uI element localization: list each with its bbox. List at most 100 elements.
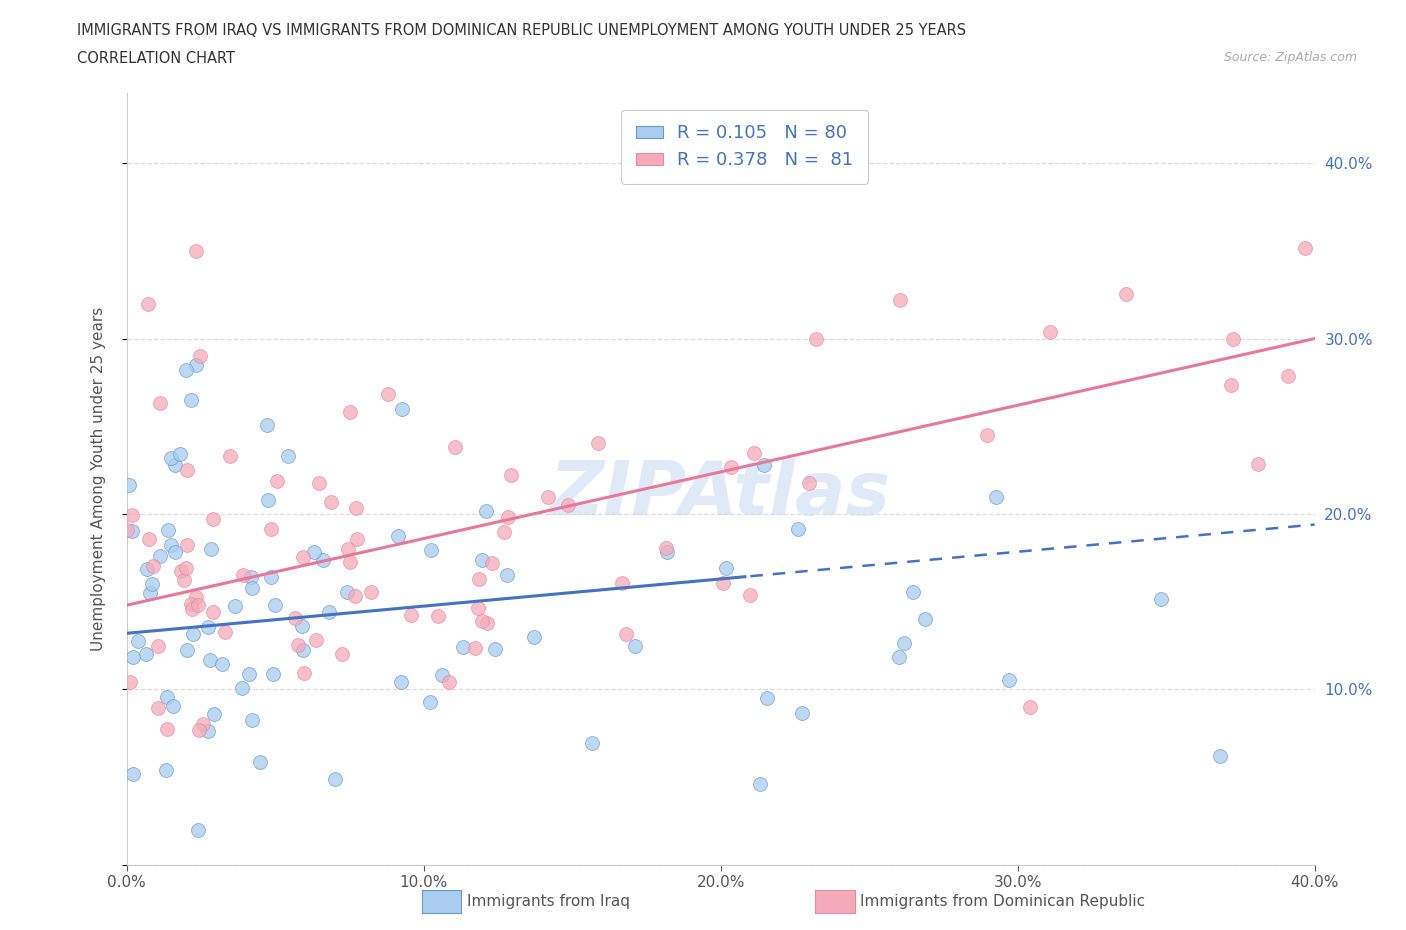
Point [142, 558, 165, 573]
Point [749, 777, 772, 791]
Point [292, 643, 315, 658]
Point [714, 561, 737, 576]
Point [887, 649, 910, 664]
Point [165, 544, 187, 559]
Point [256, 493, 278, 508]
Point [162, 698, 184, 713]
Point [214, 624, 236, 639]
Point [240, 570, 263, 585]
Point [426, 608, 449, 623]
Point [471, 552, 494, 567]
Point [318, 604, 340, 619]
Point [914, 612, 936, 627]
Point [292, 666, 315, 681]
Point [453, 640, 475, 655]
Point [176, 538, 198, 552]
Point [156, 689, 179, 704]
Point [201, 512, 224, 526]
Point [740, 587, 762, 602]
Point [157, 523, 180, 538]
Point [419, 695, 441, 710]
Point [284, 611, 307, 626]
Point [160, 450, 183, 465]
Point [156, 722, 179, 737]
Point [1220, 378, 1243, 392]
Point [264, 597, 287, 612]
Legend: R = 0.105   N = 80, R = 0.378   N =  81: R = 0.105 N = 80, R = 0.378 N = 81 [621, 110, 868, 183]
Point [198, 653, 221, 668]
Point [262, 666, 284, 681]
Point [1277, 368, 1299, 383]
Point [188, 349, 211, 364]
Point [176, 643, 198, 658]
Point [756, 690, 779, 705]
Point [184, 590, 207, 604]
Point [160, 538, 183, 552]
Point [305, 632, 328, 647]
Point [330, 646, 353, 661]
Point [711, 576, 734, 591]
Point [117, 522, 139, 537]
Y-axis label: Unemployment Among Youth under 25 years: Unemployment Among Youth under 25 years [91, 307, 105, 651]
Point [464, 640, 486, 655]
Point [614, 626, 637, 641]
Point [475, 616, 498, 631]
Point [790, 706, 813, 721]
Text: Source: ZipAtlas.com: Source: ZipAtlas.com [1223, 51, 1357, 64]
Point [148, 701, 170, 716]
Point [180, 392, 202, 407]
Point [1018, 699, 1040, 714]
Text: CORRELATION CHART: CORRELATION CHART [77, 51, 235, 66]
Point [399, 607, 422, 622]
Point [720, 459, 742, 474]
Point [136, 562, 159, 577]
Point [191, 717, 214, 732]
Point [180, 602, 202, 617]
Point [121, 524, 143, 538]
Point [211, 657, 233, 671]
Point [277, 448, 299, 463]
Point [163, 458, 186, 472]
Point [186, 597, 208, 612]
Point [494, 525, 516, 539]
Point [344, 588, 367, 603]
Point [523, 630, 546, 644]
Point [419, 542, 441, 557]
Point [287, 637, 309, 652]
Point [302, 544, 325, 559]
Point [155, 763, 177, 777]
Point [387, 528, 409, 543]
Point [121, 508, 143, 523]
Point [377, 387, 399, 402]
Point [232, 567, 254, 582]
Point [499, 468, 522, 483]
Point [197, 620, 219, 635]
Point [623, 639, 645, 654]
Point [1150, 591, 1173, 606]
Point [219, 448, 242, 463]
Point [202, 604, 225, 619]
Point [787, 522, 810, 537]
Point [339, 555, 361, 570]
Point [889, 293, 911, 308]
Point [176, 462, 198, 477]
Point [184, 244, 207, 259]
Point [581, 736, 603, 751]
Point [471, 613, 494, 628]
Point [291, 549, 314, 564]
Point [197, 724, 219, 738]
Point [1115, 286, 1137, 301]
Point [127, 633, 149, 648]
Point [893, 636, 915, 651]
Point [391, 402, 413, 417]
Point [135, 646, 157, 661]
Point [439, 674, 461, 689]
Point [655, 544, 678, 559]
Point [443, 440, 465, 455]
Point [312, 552, 335, 567]
Point [188, 723, 211, 737]
Point [149, 395, 172, 410]
Point [1294, 240, 1316, 255]
Point [170, 564, 193, 578]
Point [231, 680, 253, 695]
